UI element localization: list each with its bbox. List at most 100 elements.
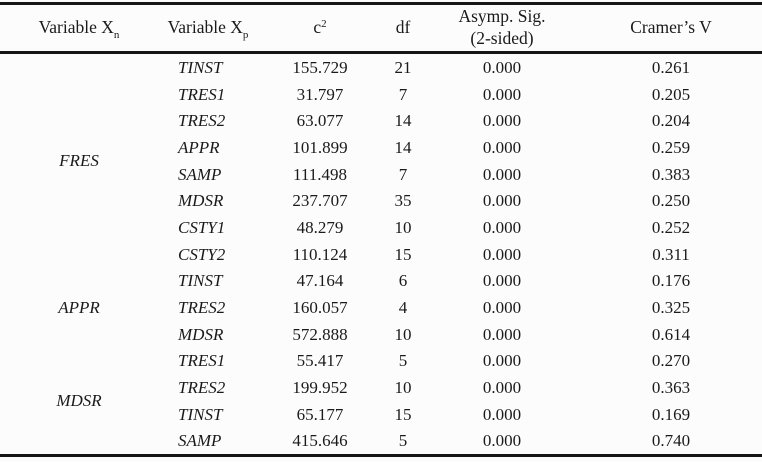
cell-df: 10 [394, 378, 412, 398]
cell-cramers-v: 0.176 [651, 271, 691, 291]
cell-cramers-v: 0.270 [651, 351, 691, 371]
group-label-fres: FRES [59, 151, 99, 171]
cell-variable-xp: CSTY2 [178, 244, 226, 264]
subscript-p: p [242, 29, 249, 42]
header-row: Variable Xn Variable Xp c2 df Asymp. Sig… [0, 3, 762, 54]
table-row: APPR TINST 47.164 6 0.000 0.176 [0, 268, 762, 316]
table-row: FRES TINST 155.729 21 0.000 0.261 [0, 53, 762, 169]
table-row: TRES2 199.952 10 0.000 0.363 [0, 374, 762, 401]
cell-asymp-sig: 0.000 [482, 404, 522, 424]
cell-cramers-v: 0.325 [651, 298, 691, 318]
table-row: TINST 65.177 15 0.000 0.169 [0, 401, 762, 428]
cell-cramers-v: 0.259 [651, 137, 691, 157]
cell-cramers-v: 0.250 [651, 191, 691, 211]
cell-chi-square: 31.797 [296, 84, 344, 104]
cell-df: 21 [394, 57, 412, 77]
table-body: FRES TINST 155.729 21 0.000 0.261 TRES1 31.797 7… [0, 53, 762, 456]
cell-chi-square: 48.279 [296, 217, 344, 237]
cell-cramers-v: 0.205 [651, 84, 691, 104]
cell-asymp-sig: 0.000 [482, 137, 522, 157]
cell-variable-xp: TRES2 [178, 298, 226, 318]
col-header-variable-xn-label: Variable X [38, 17, 114, 38]
cell-df: 6 [398, 271, 408, 291]
table-row: APPR 101.899 14 0.000 0.259 [0, 134, 762, 161]
col-header-chi-square: c2 [258, 3, 382, 54]
cell-variable-xp: APPR [178, 137, 220, 157]
cell-variable-xp: TINST [178, 404, 223, 424]
col-header-chi-square-label: c [313, 17, 322, 38]
cell-df: 7 [398, 84, 408, 104]
cell-variable-xp: SAMP [178, 431, 222, 451]
cell-asymp-sig: 0.000 [482, 351, 522, 371]
cell-chi-square: 155.729 [292, 57, 348, 77]
cell-variable-xp: SAMP [178, 164, 222, 184]
table-row: TRES1 31.797 7 0.000 0.205 [0, 81, 762, 108]
cell-df: 4 [398, 298, 408, 318]
col-header-asymp-sig: Asymp. Sig. (2-sided) [424, 3, 580, 54]
table-row: MDSR TRES1 55.417 5 0.000 0.270 [0, 348, 762, 410]
table-row: TRES2 160.057 4 0.000 0.325 [0, 294, 762, 321]
table-row: CSTY1 48.279 10 0.000 0.252 [0, 214, 762, 241]
cell-asymp-sig: 0.000 [482, 191, 522, 211]
col-header-cramers-v: Cramer’s V [580, 3, 762, 54]
cell-cramers-v: 0.169 [651, 404, 691, 424]
cell-chi-square: 110.124 [292, 244, 348, 264]
cell-asymp-sig: 0.000 [482, 271, 522, 291]
col-header-variable-xp: Variable Xp [158, 3, 258, 54]
cell-df: 7 [398, 164, 408, 184]
col-header-asymp-sig-line2: (2-sided) [470, 28, 534, 48]
cell-chi-square: 47.164 [296, 271, 344, 291]
col-header-variable-xn: Variable Xn [0, 3, 158, 54]
table-row: TRES2 63.077 14 0.000 0.204 [0, 107, 762, 134]
group-label-mdsr: MDSR [56, 391, 102, 411]
subscript-n: n [113, 29, 120, 42]
table-row: CSTY2 110.124 15 0.000 0.311 [0, 241, 762, 268]
superscript-2: 2 [321, 18, 327, 31]
cell-asymp-sig: 0.000 [482, 217, 522, 237]
cell-asymp-sig: 0.000 [482, 164, 522, 184]
cell-variable-xp: TRES1 [178, 84, 226, 104]
cell-cramers-v: 0.614 [651, 324, 691, 344]
cell-variable-xp: TINST [178, 57, 223, 77]
cell-chi-square: 415.646 [292, 431, 348, 451]
cell-chi-square: 199.952 [292, 378, 348, 398]
cell-cramers-v: 0.363 [651, 378, 691, 398]
cell-chi-square: 65.177 [296, 404, 344, 424]
cell-df: 10 [394, 324, 412, 344]
col-header-asymp-sig-line1: Asymp. Sig. [458, 6, 546, 27]
cell-asymp-sig: 0.000 [482, 431, 522, 451]
cell-df: 10 [394, 217, 412, 237]
cell-df: 14 [394, 111, 412, 131]
cell-asymp-sig: 0.000 [482, 244, 522, 264]
cell-df: 5 [398, 431, 408, 451]
cell-chi-square: 572.888 [292, 324, 348, 344]
cell-variable-xp: TRES1 [178, 351, 226, 371]
cell-df: 35 [394, 191, 412, 211]
group-label-appr: APPR [58, 298, 100, 318]
cell-variable-xp: TRES2 [178, 378, 226, 398]
cell-df: 15 [394, 404, 412, 424]
table-row: SAMP 415.646 5 0.000 0.740 [0, 428, 762, 456]
cell-variable-xp: TRES2 [178, 111, 226, 131]
cell-chi-square: 101.899 [292, 137, 348, 157]
cell-variable-xp: MDSR [178, 191, 224, 211]
cell-variable-xp: MDSR [178, 324, 224, 344]
cell-variable-xp: CSTY1 [178, 217, 226, 237]
cell-cramers-v: 0.261 [651, 57, 691, 77]
cell-df: 14 [394, 137, 412, 157]
cell-asymp-sig: 0.000 [482, 57, 522, 77]
cell-chi-square: 111.498 [293, 164, 347, 184]
cell-cramers-v: 0.740 [651, 431, 691, 451]
cell-asymp-sig: 0.000 [482, 378, 522, 398]
cell-chi-square: 55.417 [296, 351, 344, 371]
cell-variable-xp: TINST [178, 271, 223, 291]
table-row: SAMP 111.498 7 0.000 0.383 [0, 161, 762, 188]
cell-chi-square: 237.707 [292, 191, 348, 211]
col-header-variable-xp-label: Variable X [167, 17, 243, 38]
cell-cramers-v: 0.311 [652, 244, 690, 264]
table-row: MDSR 572.888 10 0.000 0.614 [0, 321, 762, 348]
cell-cramers-v: 0.204 [651, 111, 691, 131]
cell-asymp-sig: 0.000 [482, 324, 522, 344]
